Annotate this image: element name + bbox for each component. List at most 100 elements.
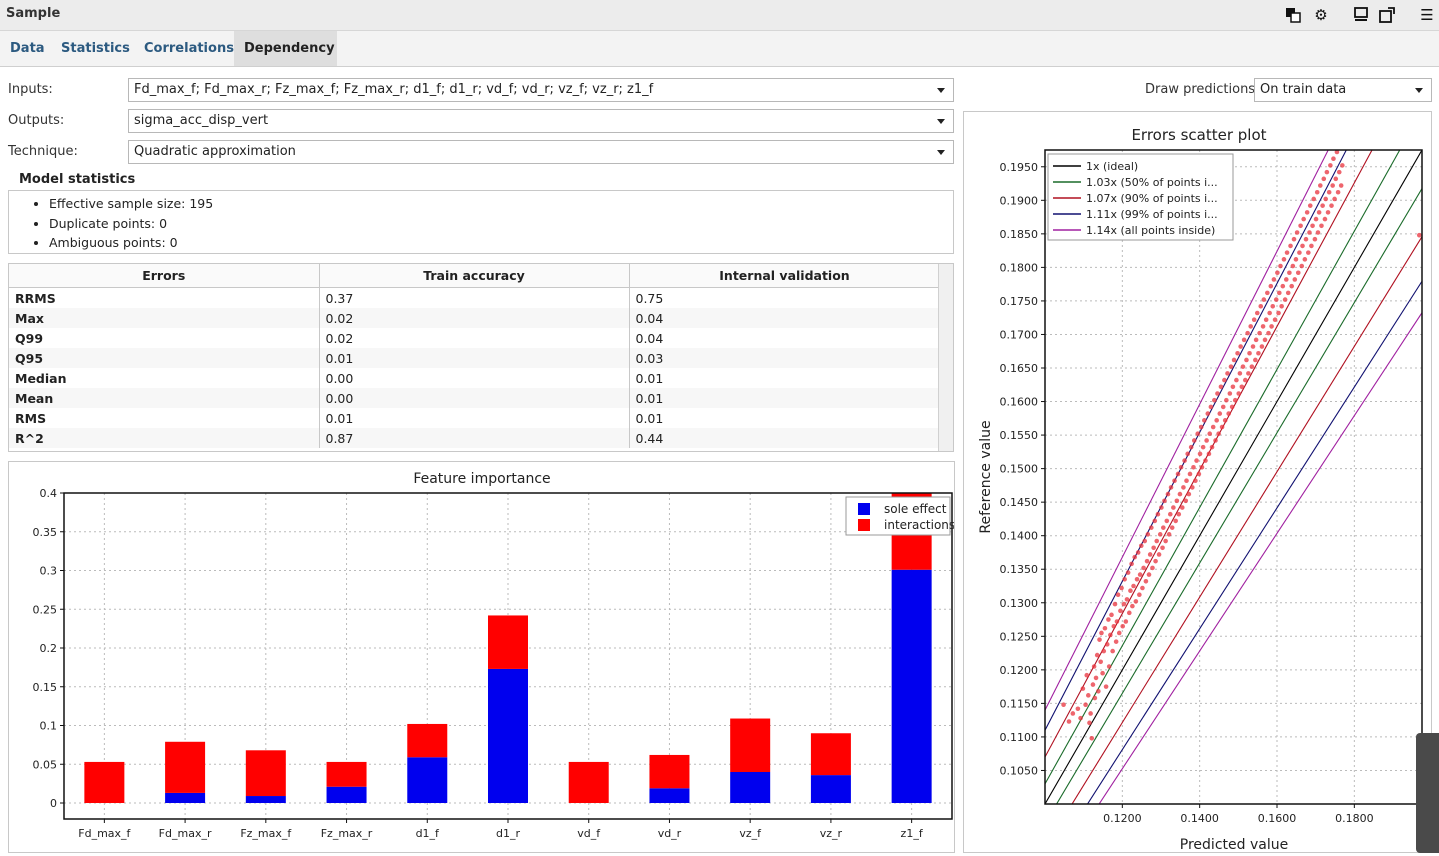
validation-value: 0.01 [629, 388, 941, 408]
tab-data[interactable]: Data [10, 41, 45, 56]
data-point [1292, 277, 1298, 282]
table-row[interactable]: RRMS 0.37 0.75 [9, 287, 941, 308]
windows-icon[interactable] [1284, 6, 1302, 24]
legend-box [1047, 153, 1234, 241]
errors-scatter-chart: Errors scatter plot 0.1200 0.1400 0.1600 0.… [978, 126, 1423, 853]
data-point [1199, 464, 1205, 470]
feature-importance-panel: Feature importance 0 0.05 0.1 0.15 0.2 0.25 0.… [8, 461, 955, 853]
train-value: 0.87 [319, 428, 630, 448]
data-point [1191, 438, 1197, 443]
column-header-internal-validation[interactable]: Internal validation [629, 264, 941, 288]
data-point [1137, 592, 1142, 598]
data-point [1261, 297, 1267, 302]
data-point [1313, 216, 1319, 222]
data-point [1187, 471, 1193, 477]
stat-item: Ambiguous points: 0 [49, 233, 953, 253]
data-point [1301, 216, 1306, 222]
y-tick-label: 0.3 [40, 565, 58, 578]
validation-value: 0.04 [629, 308, 941, 328]
table-row[interactable]: Mean 0.00 0.01 [9, 388, 941, 408]
technique-combo[interactable]: Quadratic approximation [128, 140, 954, 164]
data-point [1338, 183, 1344, 188]
bar-segment [649, 754, 690, 789]
data-point [1242, 377, 1248, 383]
y-tick-label: 0.4 [40, 487, 58, 500]
tab-statistics[interactable]: Statistics [61, 41, 130, 56]
data-point [1225, 371, 1230, 376]
table-scrollbar[interactable] [938, 264, 953, 451]
y-tick-label: 0.1 [40, 720, 58, 733]
data-point [1330, 183, 1335, 188]
plot-frame [1044, 149, 1423, 805]
data-point [1273, 297, 1279, 302]
data-point [1196, 471, 1202, 477]
bar-segment [810, 775, 851, 803]
data-point [1302, 257, 1308, 262]
tab-dependency[interactable]: Dependency [234, 31, 337, 66]
x-tick-label: Fz_max_f [240, 827, 292, 840]
table-row[interactable]: Median 0.00 0.01 [9, 368, 941, 388]
bar-segment [407, 723, 448, 758]
bar-segment [730, 772, 771, 803]
y-tick-label: 0.1150 [1000, 697, 1039, 710]
draw-predictions-combo[interactable]: On train data [1254, 78, 1432, 102]
y-tick-label: 0.35 [33, 526, 58, 539]
data-point [1121, 601, 1127, 607]
window-title: Sample [6, 6, 61, 21]
data-point [1075, 706, 1081, 712]
bound-line [1098, 312, 1422, 804]
data-point [1188, 444, 1194, 450]
data-point [1061, 702, 1066, 708]
panel-scrollbar[interactable] [1416, 733, 1439, 853]
data-point [1177, 491, 1183, 497]
table-row[interactable]: Q95 0.01 0.03 [9, 348, 941, 368]
table-row[interactable]: Max 0.02 0.04 [9, 308, 941, 328]
column-header-errors[interactable]: Errors [9, 264, 320, 288]
data-point [1135, 550, 1141, 555]
data-point [1270, 303, 1276, 309]
data-point [1210, 424, 1216, 430]
y-tick-label: 0.1100 [1000, 731, 1039, 744]
data-point [1206, 451, 1212, 457]
menu-icon[interactable]: ☰ [1420, 6, 1434, 24]
column-header-train-accuracy[interactable]: Train accuracy [319, 264, 630, 288]
detach-icon[interactable] [1352, 6, 1370, 24]
data-point [1190, 485, 1195, 490]
table-row[interactable]: R^2 0.87 0.44 [9, 428, 941, 448]
data-point [1181, 485, 1186, 490]
data-point [1341, 136, 1346, 141]
inputs-combo[interactable]: Fd_max_f; Fd_max_r; Fz_max_f; Fz_max_r; … [128, 78, 954, 102]
y-tick-label: 0.1250 [1000, 630, 1039, 643]
tab-correlations[interactable]: Correlations [144, 41, 234, 56]
data-point [1318, 183, 1323, 188]
data-point [1203, 458, 1208, 463]
popout-icon[interactable] [1378, 6, 1396, 24]
data-point [1214, 418, 1219, 423]
data-point [1272, 317, 1278, 323]
data-point [1307, 203, 1313, 208]
x-axis-label: Predicted value [1180, 837, 1288, 852]
data-point [1108, 632, 1113, 638]
data-point [1106, 664, 1112, 669]
data-point [1202, 418, 1207, 423]
data-point [1126, 610, 1132, 616]
data-point [1260, 324, 1266, 329]
data-point [1257, 330, 1262, 336]
data-point [1185, 451, 1190, 457]
validation-value: 0.04 [629, 328, 941, 348]
data-point [1142, 538, 1148, 544]
data-point [1173, 518, 1178, 524]
table-row[interactable]: Q99 0.02 0.04 [9, 328, 941, 348]
data-point [1229, 404, 1235, 410]
outputs-combo[interactable]: sigma_acc_disp_vert [128, 109, 954, 133]
data-point [1254, 310, 1260, 316]
data-point [1227, 391, 1233, 396]
gear-icon[interactable]: ⚙ [1314, 6, 1328, 24]
data-point [1168, 485, 1174, 490]
data-point [1303, 236, 1309, 242]
data-point [1230, 384, 1236, 390]
table-row[interactable]: RMS 0.01 0.01 [9, 408, 941, 428]
technique-label: Technique: [8, 144, 78, 159]
data-point [1090, 682, 1096, 687]
data-point [1144, 558, 1150, 564]
